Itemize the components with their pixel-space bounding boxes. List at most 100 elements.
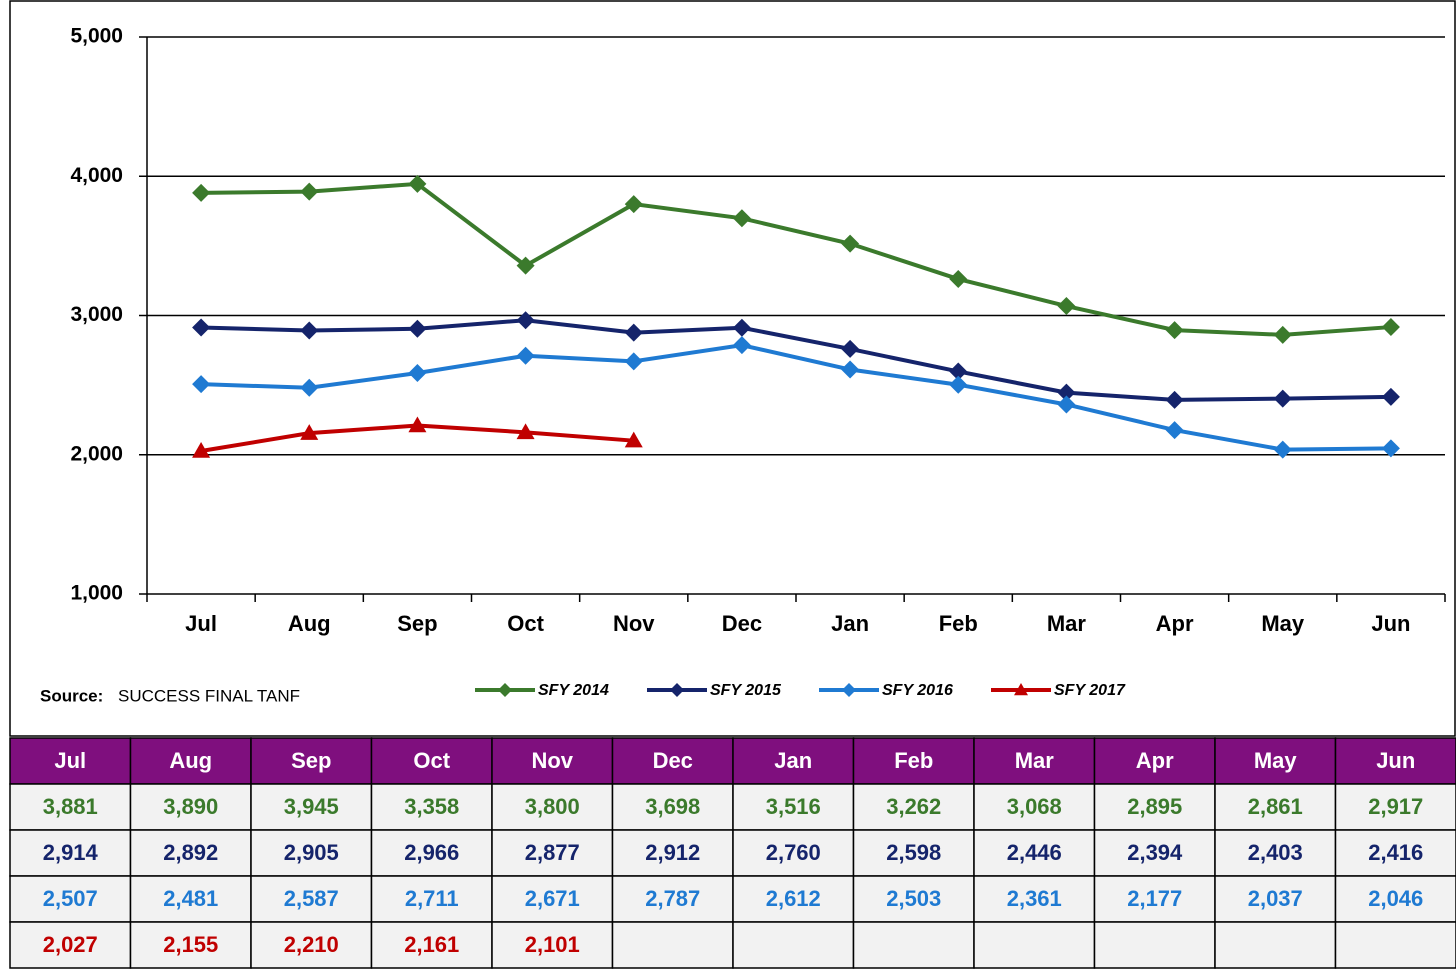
x-tick-label: Feb	[939, 611, 978, 636]
table-value: 2,446	[1007, 840, 1062, 865]
marker	[1273, 389, 1292, 408]
marker	[516, 311, 535, 330]
table-value: 2,210	[284, 932, 339, 957]
marker	[192, 375, 211, 394]
table-value: 2,671	[525, 886, 580, 911]
table-header: Feb	[894, 748, 933, 773]
table-cell	[732, 921, 855, 969]
table-value: 3,358	[404, 794, 459, 819]
table-cell	[129, 921, 252, 969]
source: SUCCESS FINAL TANF	[118, 686, 300, 705]
series-line	[201, 343, 1391, 452]
table-header-cell	[370, 737, 493, 785]
table-cell	[852, 921, 975, 969]
table-value: 2,760	[766, 840, 821, 865]
table-value: 2,877	[525, 840, 580, 865]
table-cell	[491, 829, 614, 877]
marker	[300, 378, 319, 397]
legend-label: SFY 2017	[1054, 682, 1126, 699]
table-value: 2,037	[1248, 886, 1303, 911]
marker	[949, 362, 968, 381]
table-cell	[973, 829, 1096, 877]
marker	[1165, 321, 1184, 340]
table-value: 2,503	[886, 886, 941, 911]
table-header: Oct	[413, 748, 450, 773]
legend-label: SFY 2014	[538, 682, 609, 699]
table-header-cell	[129, 737, 252, 785]
marker	[516, 423, 535, 440]
marker	[1381, 318, 1400, 337]
marker	[408, 319, 427, 338]
x-tick-label: Apr	[1156, 611, 1194, 636]
table-value: 2,403	[1248, 840, 1303, 865]
x-tick-label: Oct	[507, 611, 544, 636]
table-value: 2,787	[645, 886, 700, 911]
y-tick-label: 1,000	[70, 582, 123, 605]
table-cell	[611, 921, 734, 969]
table-value: 2,861	[1248, 794, 1303, 819]
table-cell	[1334, 783, 1456, 831]
table-cell	[1214, 783, 1337, 831]
table-cell	[852, 783, 975, 831]
table-value: 2,155	[163, 932, 218, 957]
table-value: 3,890	[163, 794, 218, 819]
table-value: 2,912	[645, 840, 700, 865]
table-cell	[491, 921, 614, 969]
y-tick-label: 4,000	[70, 164, 123, 187]
table-header: Sep	[291, 748, 331, 773]
x-tick-label: Dec	[722, 611, 762, 636]
table-header: Jul	[54, 748, 86, 773]
source-label: Source:	[40, 686, 103, 705]
marker	[1381, 439, 1400, 458]
table-value: 2,914	[43, 840, 99, 865]
table-header: Jun	[1376, 748, 1415, 773]
table-cell	[9, 921, 132, 969]
marker	[408, 174, 427, 193]
table-header-cell	[1214, 737, 1337, 785]
marker	[1057, 297, 1076, 316]
marker	[841, 339, 860, 358]
table-cell	[250, 921, 373, 969]
table-value: 2,416	[1368, 840, 1423, 865]
table-cell	[250, 783, 373, 831]
marker	[300, 321, 319, 340]
marker	[192, 183, 211, 202]
table-value: 2,177	[1127, 886, 1182, 911]
table-header: May	[1254, 748, 1298, 773]
marker	[408, 416, 427, 433]
marker	[732, 318, 751, 337]
table-value: 2,027	[43, 932, 98, 957]
marker	[300, 182, 319, 201]
table-header: Jan	[774, 748, 812, 773]
marker	[300, 424, 319, 440]
legend-label: SFY 2016	[882, 682, 953, 699]
table-header: Apr	[1136, 748, 1174, 773]
marker	[949, 375, 968, 394]
table-header-cell	[1093, 737, 1216, 785]
x-tick-label: Sep	[397, 611, 437, 636]
marker	[1057, 383, 1076, 402]
table-cell	[973, 783, 1096, 831]
marker	[1165, 421, 1184, 440]
table-header-cell	[491, 737, 614, 785]
table-value: 2,966	[404, 840, 459, 865]
marker	[624, 195, 643, 214]
y-tick-label: 5,000	[70, 25, 123, 48]
table-value: 2,507	[43, 886, 98, 911]
marker	[1273, 440, 1292, 459]
marker	[516, 256, 535, 275]
table-cell	[129, 829, 252, 877]
table-cell	[491, 875, 614, 923]
table-header: Dec	[653, 748, 693, 773]
y-tick-label: 3,000	[70, 303, 123, 326]
table-header-cell	[1334, 737, 1456, 785]
marker	[192, 318, 211, 337]
table-cell	[491, 783, 614, 831]
table-value: 2,587	[284, 886, 339, 911]
marker	[1381, 387, 1400, 406]
marker	[732, 209, 751, 228]
table-cell	[611, 829, 734, 877]
table-value: 2,481	[163, 886, 218, 911]
marker	[1273, 325, 1292, 344]
table-cell	[973, 875, 1096, 923]
